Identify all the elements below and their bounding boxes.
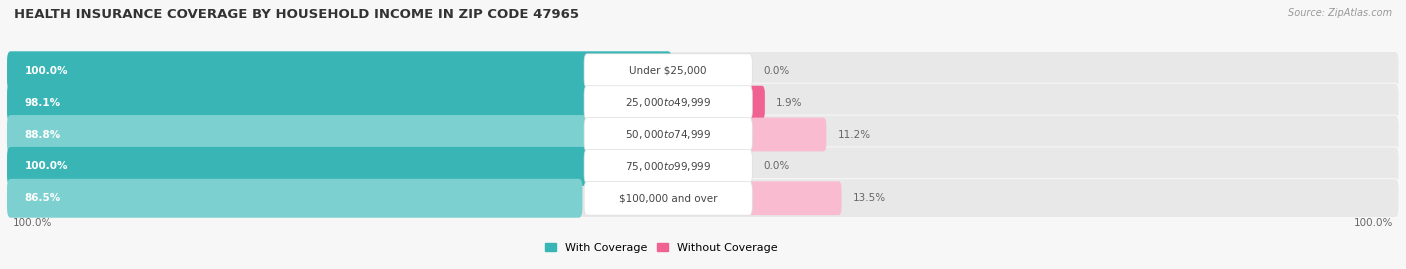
- Text: 100.0%: 100.0%: [13, 218, 52, 228]
- Text: 0.0%: 0.0%: [763, 161, 790, 171]
- Legend: With Coverage, Without Coverage: With Coverage, Without Coverage: [546, 243, 778, 253]
- Text: 98.1%: 98.1%: [24, 98, 60, 108]
- Bar: [7, 182, 1399, 214]
- FancyBboxPatch shape: [583, 150, 752, 183]
- Text: 100.0%: 100.0%: [1354, 218, 1393, 228]
- Text: HEALTH INSURANCE COVERAGE BY HOUSEHOLD INCOME IN ZIP CODE 47965: HEALTH INSURANCE COVERAGE BY HOUSEHOLD I…: [14, 8, 579, 21]
- Text: 88.8%: 88.8%: [24, 129, 60, 140]
- Text: 100.0%: 100.0%: [24, 161, 67, 171]
- FancyBboxPatch shape: [583, 54, 752, 88]
- Bar: [7, 150, 1399, 182]
- FancyBboxPatch shape: [583, 86, 752, 119]
- Text: 11.2%: 11.2%: [838, 129, 870, 140]
- Text: $25,000 to $49,999: $25,000 to $49,999: [626, 96, 711, 109]
- FancyBboxPatch shape: [7, 51, 672, 90]
- Text: 100.0%: 100.0%: [24, 66, 67, 76]
- Text: Under $25,000: Under $25,000: [630, 66, 707, 76]
- FancyBboxPatch shape: [7, 115, 598, 154]
- FancyBboxPatch shape: [7, 179, 1399, 218]
- Text: 1.9%: 1.9%: [776, 98, 803, 108]
- FancyBboxPatch shape: [7, 83, 1399, 122]
- FancyBboxPatch shape: [7, 147, 672, 186]
- Text: 86.5%: 86.5%: [24, 193, 60, 203]
- FancyBboxPatch shape: [747, 118, 827, 151]
- FancyBboxPatch shape: [583, 118, 752, 151]
- Text: $100,000 and over: $100,000 and over: [619, 193, 717, 203]
- FancyBboxPatch shape: [7, 83, 659, 122]
- FancyBboxPatch shape: [7, 115, 1399, 154]
- FancyBboxPatch shape: [747, 86, 765, 119]
- FancyBboxPatch shape: [7, 147, 1399, 186]
- FancyBboxPatch shape: [7, 51, 1399, 90]
- Text: Source: ZipAtlas.com: Source: ZipAtlas.com: [1288, 8, 1392, 18]
- FancyBboxPatch shape: [583, 181, 752, 215]
- Text: 0.0%: 0.0%: [763, 66, 790, 76]
- Bar: [7, 55, 1399, 87]
- FancyBboxPatch shape: [747, 181, 842, 215]
- Text: 13.5%: 13.5%: [852, 193, 886, 203]
- FancyBboxPatch shape: [7, 179, 582, 218]
- Text: $75,000 to $99,999: $75,000 to $99,999: [626, 160, 711, 173]
- Text: $50,000 to $74,999: $50,000 to $74,999: [626, 128, 711, 141]
- Bar: [7, 119, 1399, 150]
- Bar: [7, 87, 1399, 119]
